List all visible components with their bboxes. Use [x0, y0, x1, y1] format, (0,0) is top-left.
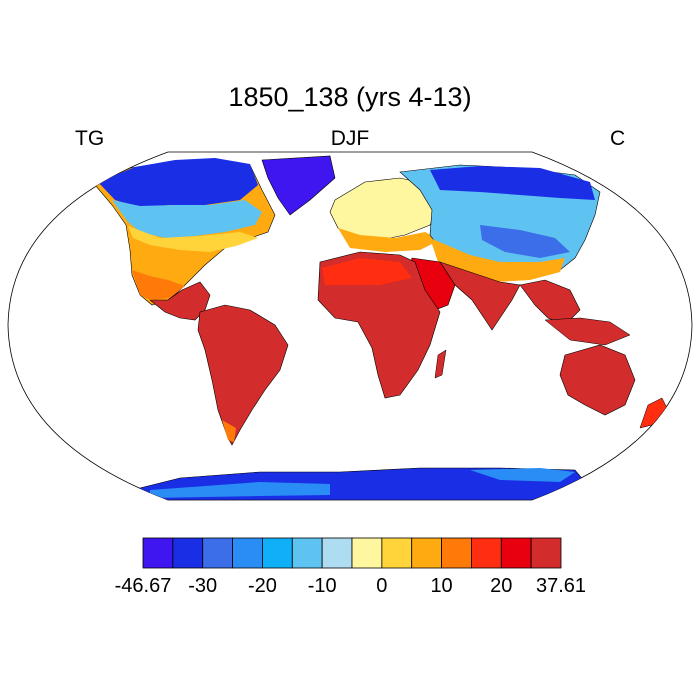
continent-southeast-asia — [519, 279, 581, 326]
colorbar-swatch — [142, 537, 174, 569]
colorbar-swatch — [471, 537, 502, 569]
colorbar-swatch — [500, 537, 532, 569]
colorbar-swatch — [202, 537, 233, 569]
colorbar-swatch — [262, 537, 293, 569]
colorbar-tick-label: 37.61 — [536, 575, 586, 597]
colorbar-swatch — [172, 537, 204, 569]
continent-south-america — [197, 304, 289, 446]
continent-africa — [317, 251, 441, 399]
colorbar-tick-label: -46.67 — [115, 575, 172, 597]
continent-greenland — [261, 155, 336, 216]
continent-europe — [329, 177, 441, 241]
colorbar-swatch — [441, 537, 472, 569]
map-title: 1850_138 (yrs 4-13) — [228, 82, 472, 112]
continent-india — [439, 261, 521, 331]
colorbar-tick-label: 0 — [376, 575, 387, 597]
colorbar-swatch — [381, 537, 413, 569]
continent-madagascar — [434, 349, 447, 379]
colorbar-tick-label: 20 — [490, 575, 512, 597]
colorbar-swatch — [351, 537, 383, 569]
colorbar-swatch — [321, 537, 353, 569]
unit-label: C — [610, 127, 626, 150]
colorbar-swatch — [411, 537, 442, 569]
colorbar-swatch — [530, 537, 562, 569]
variable-label: TG — [75, 127, 105, 150]
colorbar-tick-label: -30 — [188, 575, 217, 597]
colorbar-tick-label: -10 — [308, 575, 337, 597]
colorbar-swatch — [232, 537, 263, 569]
season-label: DJF — [330, 127, 370, 150]
continent-australia — [559, 344, 636, 416]
colorbar-tick-label: -20 — [248, 575, 277, 597]
colorbar-tick-label: 10 — [430, 575, 452, 597]
continent-central-america — [149, 281, 211, 321]
colorbar-swatch — [291, 537, 323, 569]
